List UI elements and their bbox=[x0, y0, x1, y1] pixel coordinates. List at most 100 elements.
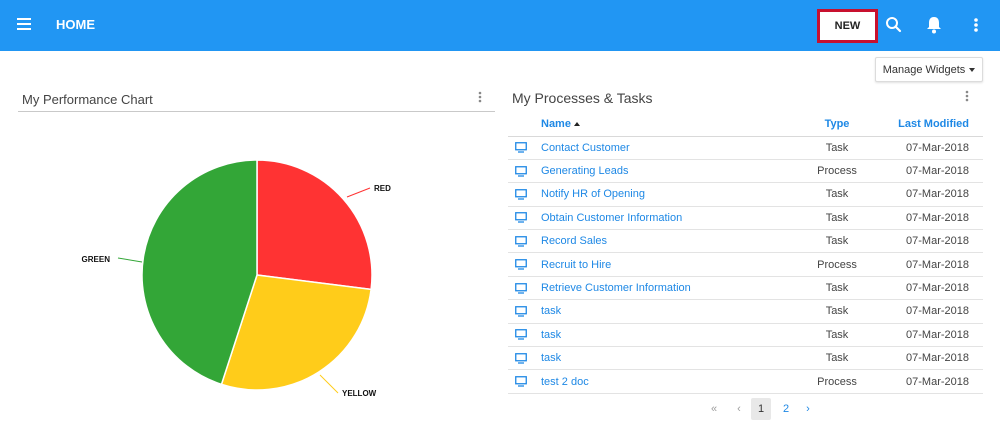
monitor-icon bbox=[515, 259, 527, 270]
row-modified-cell: 07-Mar-2018 bbox=[893, 252, 983, 277]
row-icon-cell bbox=[508, 276, 541, 301]
row-name-cell: task bbox=[541, 299, 781, 324]
performance-more-icon[interactable] bbox=[476, 90, 484, 104]
pie-label-connector-yellow bbox=[319, 374, 339, 394]
row-name-cell: Notify HR of Opening bbox=[541, 182, 781, 207]
column-header-last-modified[interactable]: Last Modified bbox=[893, 112, 983, 137]
row-name-cell: task bbox=[541, 346, 781, 371]
row-type-cell: Process bbox=[781, 369, 893, 394]
pie-slice-green[interactable] bbox=[141, 159, 258, 386]
sort-ascending-icon bbox=[573, 121, 580, 126]
column-header-type[interactable]: Type bbox=[781, 112, 893, 137]
row-modified-cell: 07-Mar-2018 bbox=[893, 206, 983, 231]
monitor-icon bbox=[515, 306, 527, 317]
process-name-link[interactable]: Record Sales bbox=[541, 235, 608, 248]
row-icon-cell bbox=[508, 369, 541, 394]
table-row[interactable]: Notify HR of Opening Task 07-Mar-2018 bbox=[508, 182, 983, 207]
process-name-link[interactable]: test 2 doc bbox=[541, 375, 589, 388]
column-header-name[interactable]: Name bbox=[541, 112, 781, 137]
page-2-button[interactable]: 2 bbox=[782, 403, 790, 415]
row-name-cell: test 2 doc bbox=[541, 369, 781, 394]
table-row[interactable]: task Task 07-Mar-2018 bbox=[508, 323, 983, 348]
process-name-link[interactable]: task bbox=[541, 328, 562, 341]
table-row[interactable]: test 2 doc Process 07-Mar-2018 bbox=[508, 369, 983, 394]
row-name-cell: Generating Leads bbox=[541, 159, 781, 184]
processes-more-icon[interactable] bbox=[963, 89, 971, 103]
previous-page-button[interactable]: ‹ bbox=[737, 403, 741, 415]
row-type-cell: Task bbox=[781, 136, 893, 160]
process-name-link[interactable]: Retrieve Customer Information bbox=[541, 282, 691, 295]
row-type-cell: Task bbox=[781, 206, 893, 231]
pie-slice-red[interactable] bbox=[256, 159, 373, 291]
row-name-cell: Retrieve Customer Information bbox=[541, 276, 781, 301]
row-modified-cell: 07-Mar-2018 bbox=[893, 346, 983, 371]
row-modified-cell: 07-Mar-2018 bbox=[893, 299, 983, 324]
table-row[interactable]: Recruit to Hire Process 07-Mar-2018 bbox=[508, 252, 983, 277]
table-row[interactable]: task Task 07-Mar-2018 bbox=[508, 299, 983, 324]
table-row[interactable]: Contact Customer Task 07-Mar-2018 bbox=[508, 136, 983, 160]
row-icon-cell bbox=[508, 299, 541, 324]
row-icon-cell bbox=[508, 229, 541, 254]
row-modified-cell: 07-Mar-2018 bbox=[893, 323, 983, 348]
process-name-link[interactable]: task bbox=[541, 305, 562, 318]
process-name-link[interactable]: Recruit to Hire bbox=[541, 258, 612, 271]
process-name-link[interactable]: Notify HR of Opening bbox=[541, 188, 645, 201]
pie-slice-yellow[interactable] bbox=[220, 274, 372, 391]
pie-label-connector-red bbox=[346, 187, 371, 198]
row-type-cell: Task bbox=[781, 182, 893, 207]
row-type-cell: Process bbox=[781, 252, 893, 277]
pie-label-green: GREEN bbox=[82, 255, 111, 264]
processes-table-body: Contact Customer Task 07-Mar-2018 Generatin… bbox=[508, 136, 983, 394]
more-vert-icon[interactable] bbox=[966, 14, 986, 36]
processes-table: Name Type Last Modified Contact Customer… bbox=[508, 112, 983, 394]
monitor-icon bbox=[515, 376, 527, 387]
monitor-icon bbox=[515, 329, 527, 340]
next-page-button[interactable]: › bbox=[806, 403, 810, 415]
process-name-link[interactable]: Generating Leads bbox=[541, 165, 629, 178]
first-page-button[interactable]: « bbox=[710, 403, 718, 415]
row-name-cell: task bbox=[541, 323, 781, 348]
row-icon-cell bbox=[508, 182, 541, 207]
row-type-cell: Task bbox=[781, 229, 893, 254]
performance-divider bbox=[18, 111, 495, 112]
process-name-link[interactable]: Obtain Customer Information bbox=[541, 211, 683, 224]
monitor-icon bbox=[515, 165, 527, 177]
table-header-row: Name Type Last Modified bbox=[508, 112, 983, 137]
table-row[interactable]: Record Sales Task 07-Mar-2018 bbox=[508, 229, 983, 254]
row-icon-cell bbox=[508, 159, 541, 184]
search-icon[interactable] bbox=[884, 14, 904, 36]
row-type-cell: Task bbox=[781, 323, 893, 348]
row-modified-cell: 07-Mar-2018 bbox=[893, 369, 983, 394]
menu-icon[interactable] bbox=[17, 18, 31, 30]
monitor-icon bbox=[515, 352, 527, 364]
monitor-icon bbox=[515, 212, 527, 224]
pagination: « ‹ 1 2 › bbox=[0, 398, 1000, 420]
processes-widget-title: My Processes & Tasks bbox=[512, 90, 653, 106]
new-button[interactable]: NEW bbox=[817, 9, 878, 43]
performance-pie-chart: RED YELLOW GREEN bbox=[82, 159, 391, 398]
table-row[interactable]: Obtain Customer Information Task 07-Mar-20… bbox=[508, 206, 983, 231]
monitor-icon bbox=[515, 189, 527, 200]
page-1-button[interactable]: 1 bbox=[751, 398, 771, 420]
row-name-cell: Record Sales bbox=[541, 229, 781, 254]
row-icon-cell bbox=[508, 252, 541, 277]
pie-label-red: RED bbox=[374, 184, 391, 193]
bell-icon[interactable] bbox=[924, 14, 944, 36]
row-icon-cell bbox=[508, 206, 541, 231]
row-icon-cell bbox=[508, 346, 541, 371]
row-modified-cell: 07-Mar-2018 bbox=[893, 276, 983, 301]
row-name-cell: Contact Customer bbox=[541, 136, 781, 160]
table-row[interactable]: Generating Leads Process 07-Mar-2018 bbox=[508, 159, 983, 184]
row-icon-cell bbox=[508, 323, 541, 348]
row-name-cell: Recruit to Hire bbox=[541, 252, 781, 277]
performance-widget-title: My Performance Chart bbox=[22, 92, 153, 107]
column-header-name-label: Name bbox=[541, 117, 571, 130]
table-row[interactable]: task Task 07-Mar-2018 bbox=[508, 346, 983, 371]
process-name-link[interactable]: Contact Customer bbox=[541, 141, 630, 154]
caret-down-icon bbox=[969, 67, 976, 72]
pie-label-connector-green bbox=[117, 257, 143, 263]
manage-widgets-label: Manage Widgets bbox=[882, 63, 966, 76]
table-row[interactable]: Retrieve Customer Information Task 07-Mar-… bbox=[508, 276, 983, 301]
manage-widgets-button[interactable]: Manage Widgets bbox=[875, 57, 983, 82]
process-name-link[interactable]: task bbox=[541, 352, 562, 365]
